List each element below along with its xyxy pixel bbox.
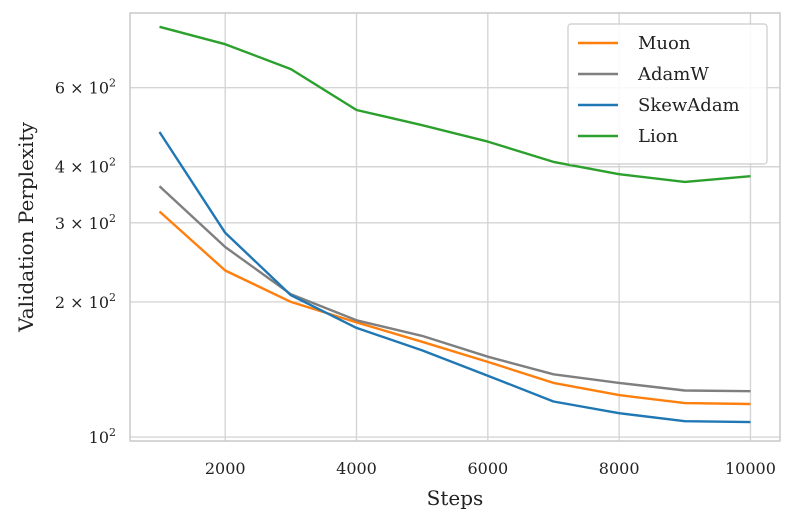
- y-tick-label: 6 × 102: [55, 77, 116, 98]
- y-tick-label: 3 × 102: [55, 212, 116, 233]
- x-tick-label: 6000: [467, 459, 508, 478]
- series-line-muon: [158, 210, 751, 406]
- legend-label: SkewAdam: [638, 95, 740, 116]
- y-axis-label: Validation Perplexity: [14, 121, 38, 332]
- legend-box: [567, 23, 768, 165]
- series-lines: [158, 25, 751, 424]
- x-tick-label: 2000: [205, 459, 246, 478]
- legend: Muon AdamW SkewAdam Lion: [567, 23, 768, 165]
- legend-label: AdamW: [637, 64, 709, 85]
- legend-label: Lion: [638, 126, 679, 147]
- x-tick-label: 10000: [725, 459, 776, 478]
- series-line-lion: [159, 25, 751, 184]
- series-line-skewadam: [158, 131, 751, 424]
- plot-frame: [129, 12, 781, 442]
- series-line-adamw: [158, 185, 751, 393]
- y-tick-label: 2 × 102: [55, 291, 116, 312]
- legend-label: Muon: [638, 33, 691, 54]
- x-tick-label: 8000: [599, 459, 640, 478]
- x-tick-label: 4000: [336, 459, 377, 478]
- x-tick-labels: 2000 4000 6000 8000 10000: [205, 459, 776, 478]
- y-tick-labels: 102 2 × 102 3 × 102 4 × 102 6 × 102: [55, 77, 116, 447]
- y-tick-label: 4 × 102: [55, 156, 116, 177]
- y-tick-label: 102: [89, 426, 116, 447]
- x-axis-label: Steps: [427, 486, 484, 510]
